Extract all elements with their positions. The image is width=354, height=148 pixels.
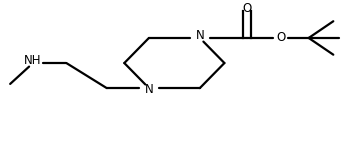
Text: NH: NH	[24, 54, 42, 67]
Text: N: N	[144, 83, 153, 96]
Text: N: N	[195, 29, 204, 42]
Text: O: O	[276, 31, 285, 44]
Text: O: O	[242, 1, 252, 15]
